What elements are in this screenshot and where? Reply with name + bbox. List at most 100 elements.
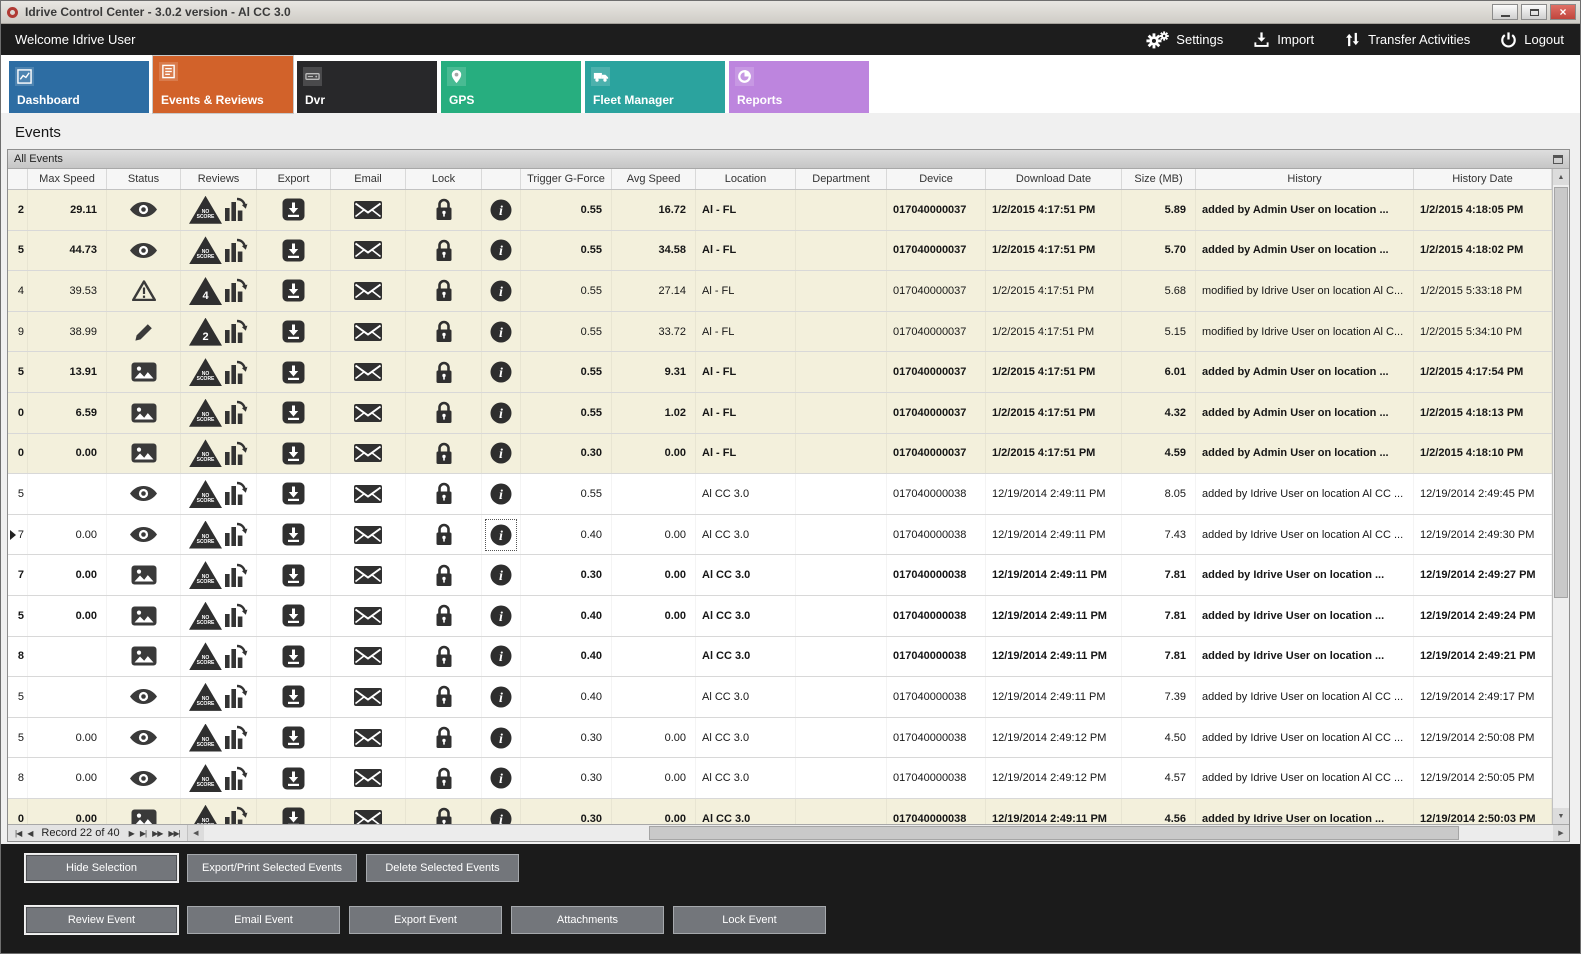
cell-email[interactable] <box>331 352 406 392</box>
review-chart-icon[interactable] <box>224 441 248 466</box>
column-header[interactable]: History Date <box>1414 169 1552 189</box>
cell-email[interactable] <box>331 311 406 352</box>
review-chart-icon[interactable] <box>224 278 248 303</box>
horizontal-scroll-track[interactable] <box>203 825 1553 841</box>
cell-status[interactable] <box>107 758 181 798</box>
table-row[interactable]: 7 0.00 NO SCORE i 0.30 0.00 Al CC 3.0 <box>8 555 1552 596</box>
column-header[interactable]: Department <box>796 169 887 189</box>
cell-lock[interactable] <box>406 474 482 514</box>
transfer-activities-button[interactable]: Transfer Activities <box>1344 31 1470 48</box>
cell-status[interactable] <box>107 271 181 311</box>
table-row[interactable]: 5 0.00 NO SCORE i 0.40 0.00 Al CC 3.0 <box>8 595 1552 637</box>
table-row[interactable]: 5 NO SCORE i 0.55 Al CC 3.0 0 <box>8 474 1552 515</box>
info-button[interactable]: i <box>489 482 513 506</box>
prev-record-button[interactable]: ◀ <box>27 828 33 838</box>
delete-selected-events-button[interactable]: Delete Selected Events <box>366 854 520 882</box>
cell-export[interactable] <box>257 311 331 352</box>
vertical-scroll-track[interactable] <box>1553 185 1569 808</box>
last-page-button[interactable]: ▶▶| <box>168 828 180 838</box>
cell-export[interactable] <box>257 555 331 595</box>
cell-email[interactable] <box>331 190 406 230</box>
table-row[interactable]: 0 6.59 NO SCORE i 0.55 1.02 Al - FL <box>8 392 1552 434</box>
review-score-icon[interactable]: NO SCORE <box>189 358 222 387</box>
info-button[interactable]: i <box>489 320 513 344</box>
next-page-button[interactable]: ▶▶ <box>152 828 163 838</box>
cell-lock[interactable] <box>406 636 482 677</box>
cell-lock[interactable] <box>406 514 482 555</box>
info-button[interactable]: i <box>489 644 513 668</box>
scroll-left-icon[interactable]: ◀ <box>187 825 204 841</box>
cell-info[interactable]: i <box>482 758 521 798</box>
cell-info[interactable]: i <box>482 352 521 392</box>
review-score-icon[interactable]: NO SCORE <box>189 764 222 793</box>
table-row[interactable]: 5 NO SCORE i 0.40 Al CC 3.0 0 <box>8 677 1552 718</box>
tab-dashboard[interactable]: Dashboard <box>9 61 149 113</box>
minimize-button[interactable] <box>1492 4 1518 20</box>
panel-restore-icon[interactable] <box>1553 154 1563 164</box>
cell-lock[interactable] <box>406 311 482 352</box>
column-header[interactable]: Trigger G-Force <box>521 169 612 189</box>
scroll-right-icon[interactable]: ▶ <box>1553 825 1569 841</box>
horizontal-scroll-thumb[interactable] <box>649 826 1459 840</box>
export-print-selected-events-button[interactable]: Export/Print Selected Events <box>187 854 358 882</box>
cell-status[interactable] <box>107 433 181 474</box>
cell-status[interactable] <box>107 190 181 230</box>
horizontal-scrollbar[interactable]: ◀ ▶ <box>187 825 1569 841</box>
vertical-scrollbar[interactable]: ▲ ▼ <box>1552 169 1569 824</box>
close-button[interactable]: × <box>1550 4 1576 20</box>
cell-status[interactable] <box>107 514 181 555</box>
lock-event-button[interactable]: Lock Event <box>673 906 826 934</box>
cell-email[interactable] <box>331 636 406 677</box>
cell-lock[interactable] <box>406 758 482 798</box>
review-chart-icon[interactable] <box>224 684 248 709</box>
column-header[interactable]: Location <box>696 169 796 189</box>
column-header[interactable]: Max Speed <box>28 169 107 189</box>
table-row[interactable]: 5 44.73 NO SCORE i 0.55 34.58 Al - FL <box>8 230 1552 272</box>
info-button[interactable]: i <box>489 685 513 709</box>
cell-info[interactable]: i <box>482 230 521 271</box>
cell-email[interactable] <box>331 758 406 798</box>
cell-lock[interactable] <box>406 352 482 392</box>
review-chart-icon[interactable] <box>224 806 248 824</box>
cell-email[interactable] <box>331 555 406 595</box>
cell-status[interactable] <box>107 311 181 352</box>
cell-email[interactable] <box>331 433 406 474</box>
cell-lock[interactable] <box>406 595 482 636</box>
cell-status[interactable] <box>107 677 181 717</box>
column-header[interactable]: Avg Speed <box>612 169 696 189</box>
review-score-icon[interactable]: NO SCORE <box>189 723 222 752</box>
cell-lock[interactable] <box>406 798 482 824</box>
review-score-icon[interactable]: NO SCORE <box>189 804 222 824</box>
table-row[interactable]: 4 39.53 4 i 0.55 27.14 Al - FL <box>8 271 1552 312</box>
review-score-icon[interactable]: NO SCORE <box>189 439 222 468</box>
review-chart-icon[interactable] <box>224 481 248 506</box>
cell-info[interactable]: i <box>482 595 521 636</box>
info-button[interactable]: i <box>489 563 513 587</box>
table-row[interactable]: 9 38.99 2 i 0.55 33.72 Al - FL <box>8 311 1552 353</box>
review-score-icon[interactable]: NO SCORE <box>189 398 222 427</box>
info-button[interactable]: i <box>489 726 513 750</box>
info-button[interactable]: i <box>489 766 513 790</box>
review-score-icon[interactable]: NO SCORE <box>189 601 222 630</box>
cell-info[interactable]: i <box>482 514 521 555</box>
info-button[interactable]: i <box>489 441 513 465</box>
cell-lock[interactable] <box>406 555 482 595</box>
review-chart-icon[interactable] <box>224 238 248 263</box>
tab-gps[interactable]: GPS <box>441 61 581 113</box>
tab-reports[interactable]: Reports <box>729 61 869 113</box>
cell-email[interactable] <box>331 392 406 433</box>
column-header[interactable]: Email <box>331 169 406 189</box>
cell-info[interactable]: i <box>482 433 521 474</box>
cell-status[interactable] <box>107 392 181 433</box>
tab-dvr[interactable]: Dvr <box>297 61 437 113</box>
info-button[interactable]: i <box>489 604 513 628</box>
review-chart-icon[interactable] <box>224 197 248 222</box>
column-header[interactable]: Reviews <box>181 169 257 189</box>
review-chart-icon[interactable] <box>224 360 248 385</box>
cell-info[interactable]: i <box>482 677 521 717</box>
cell-email[interactable] <box>331 798 406 824</box>
cell-info[interactable]: i <box>482 311 521 352</box>
attachments-button[interactable]: Attachments <box>511 906 664 934</box>
table-row[interactable]: 2 29.11 NO SCORE i 0.55 16.72 Al - FL <box>8 190 1552 231</box>
review-score-icon[interactable]: NO SCORE <box>189 236 222 265</box>
